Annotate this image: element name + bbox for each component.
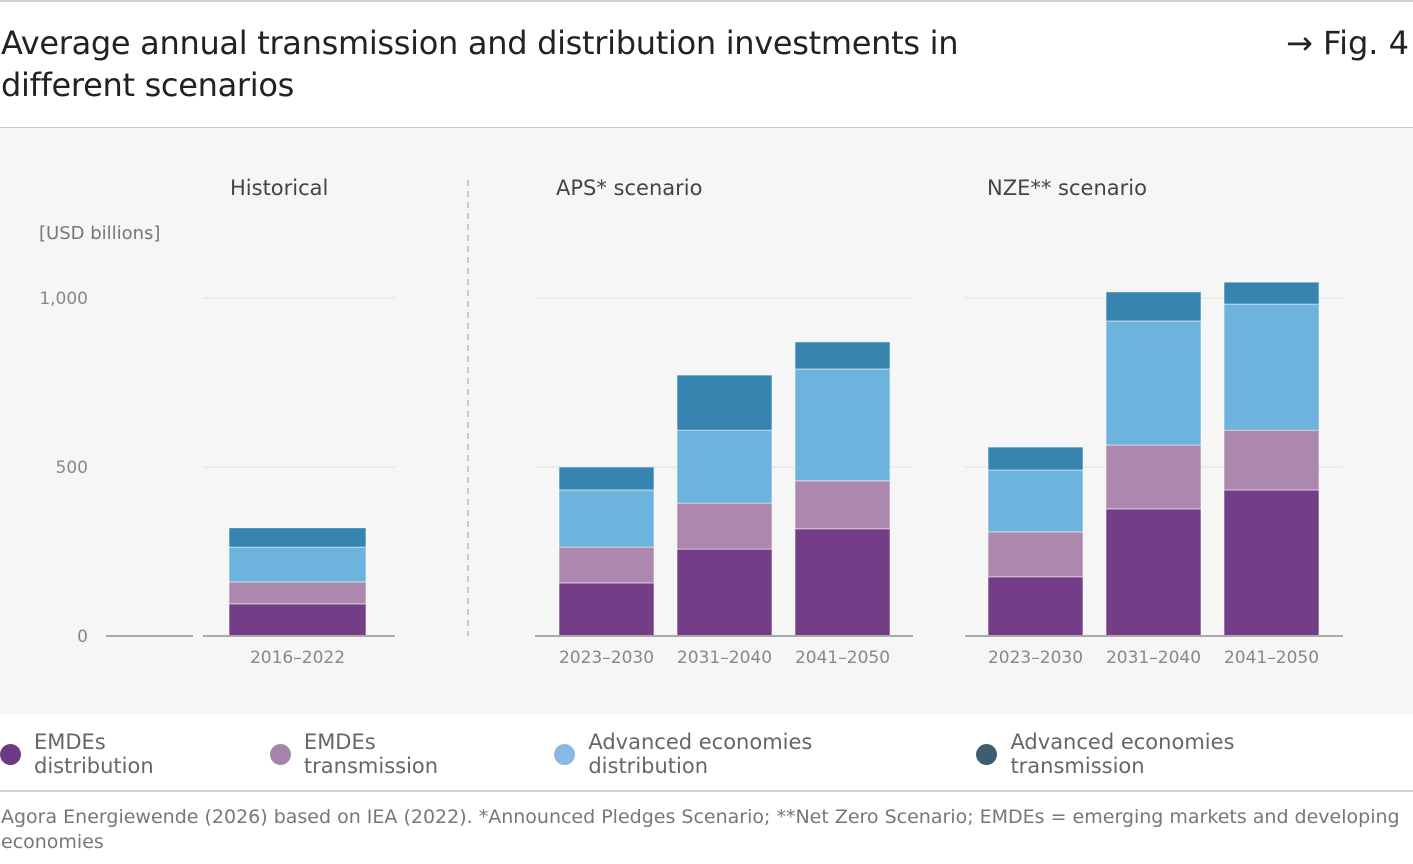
- legend-label: EMDEs transmission: [303, 730, 439, 778]
- legend-item-emdes-distribution: EMDEs distribution: [0, 730, 232, 778]
- bar-segment-advanced-economies-distribution: [1105, 320, 1202, 446]
- panel-title: APS* scenario: [556, 176, 702, 200]
- x-tick-label: 2041–2050: [795, 648, 890, 668]
- x-tick-label: 2023–2030: [559, 648, 654, 668]
- bar-segment-emdes-transmission: [1223, 429, 1320, 491]
- chart-title: Average annual transmission and distribu…: [1, 24, 959, 104]
- bar-segment-advanced-economies-distribution: [1223, 303, 1320, 431]
- legend-swatch: [269, 743, 291, 765]
- bar-segment-advanced-economies-transmission: [558, 466, 655, 491]
- divider: [0, 127, 1413, 128]
- bar-segment-emdes-distribution: [1105, 508, 1202, 637]
- bar-segment-emdes-transmission: [558, 546, 655, 584]
- legend-swatch: [976, 743, 998, 765]
- legend-label: Advanced economies transmission: [1010, 730, 1235, 778]
- bar-segment-advanced-economies-transmission: [676, 374, 773, 431]
- bar-segment-advanced-economies-transmission: [987, 446, 1084, 471]
- bar-segment-emdes-distribution: [987, 576, 1084, 637]
- stacked-bar-chart: 0 500 1,000 [USD billions] Historical 2016–20…: [39, 176, 1343, 668]
- figure-reference: → Fig. 4: [1286, 24, 1409, 62]
- legend-item-adv-distribution: Advanced economies distribution: [554, 730, 938, 778]
- legend-item-adv-transmission: Advanced economies transmission: [976, 730, 1375, 778]
- bar-segment-advanced-economies-distribution: [228, 546, 367, 583]
- legend-swatch: [554, 743, 576, 765]
- bar-segment-advanced-economies-distribution: [558, 489, 655, 548]
- bar-segment-emdes-distribution: [228, 603, 367, 637]
- x-tick-label: 2031–2040: [677, 648, 772, 668]
- bar-segment-advanced-economies-transmission: [794, 341, 891, 370]
- legend-item-emdes-transmission: EMDEs transmission: [269, 730, 516, 778]
- bar-segment-emdes-distribution: [676, 548, 773, 637]
- legend-label: EMDEs distribution: [33, 730, 154, 778]
- bar-segment-emdes-distribution: [794, 528, 891, 637]
- x-tick-label: 2023–2030: [988, 648, 1083, 668]
- bar-segment-emdes-transmission: [1105, 444, 1202, 510]
- top-rule: [0, 0, 1413, 2]
- panel-title: Historical: [230, 176, 328, 200]
- x-tick-label: 2041–2050: [1224, 648, 1319, 668]
- bar-segment-advanced-economies-distribution: [676, 429, 773, 504]
- panel-title: NZE** scenario: [987, 176, 1147, 200]
- legend-swatch: [0, 743, 21, 765]
- y-axis-label: [USD billions]: [39, 223, 160, 244]
- divider: [0, 790, 1413, 792]
- bar-segment-advanced-economies-transmission: [1223, 281, 1320, 305]
- source-note: Agora Energiewende (2026) based on IEA (…: [1, 806, 1400, 853]
- y-tick-label: 500: [56, 458, 88, 478]
- bar-segment-advanced-economies-transmission: [228, 527, 367, 548]
- bar-segment-emdes-transmission: [987, 531, 1084, 578]
- y-tick-label: 0: [77, 627, 88, 647]
- bar-segment-advanced-economies-distribution: [987, 469, 1084, 533]
- legend: EMDEs distribution EMDEs transmission Ad…: [0, 730, 1413, 778]
- legend-label: Advanced economies distribution: [588, 730, 813, 778]
- bar-segment-emdes-distribution: [1223, 489, 1320, 637]
- bar-segment-advanced-economies-distribution: [794, 368, 891, 482]
- x-tick-label: 2031–2040: [1106, 648, 1201, 668]
- bar-segment-emdes-transmission: [794, 480, 891, 530]
- y-tick-label: 1,000: [39, 289, 88, 309]
- bar-segment-emdes-transmission: [228, 581, 367, 605]
- x-tick-label: 2016–2022: [250, 648, 345, 668]
- bar-segment-advanced-economies-transmission: [1105, 291, 1202, 322]
- bar-segment-emdes-transmission: [676, 502, 773, 550]
- bar-segment-emdes-distribution: [558, 582, 655, 637]
